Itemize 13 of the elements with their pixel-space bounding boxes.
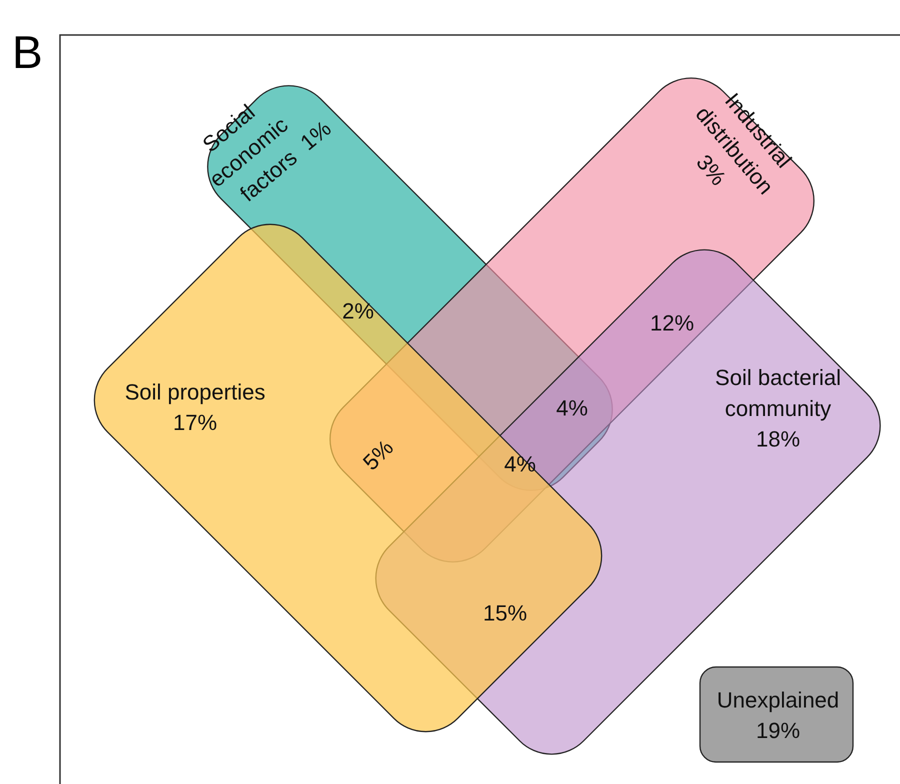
data-label: 1% bbox=[295, 116, 336, 156]
text: B bbox=[12, 26, 43, 78]
text: 4% bbox=[556, 396, 588, 420]
data-label: 18% bbox=[756, 426, 800, 452]
text: 12% bbox=[650, 310, 694, 336]
category-label: Unexplained bbox=[716, 687, 840, 712]
data-label: 17% bbox=[172, 410, 218, 435]
data-label: 19% bbox=[756, 718, 800, 743]
text: 15% bbox=[482, 600, 528, 626]
text: 5% bbox=[358, 434, 398, 476]
text: 2% bbox=[342, 298, 374, 324]
category-label: Soil bacterial community bbox=[715, 364, 841, 420]
category-label: Soil properties bbox=[124, 379, 266, 404]
